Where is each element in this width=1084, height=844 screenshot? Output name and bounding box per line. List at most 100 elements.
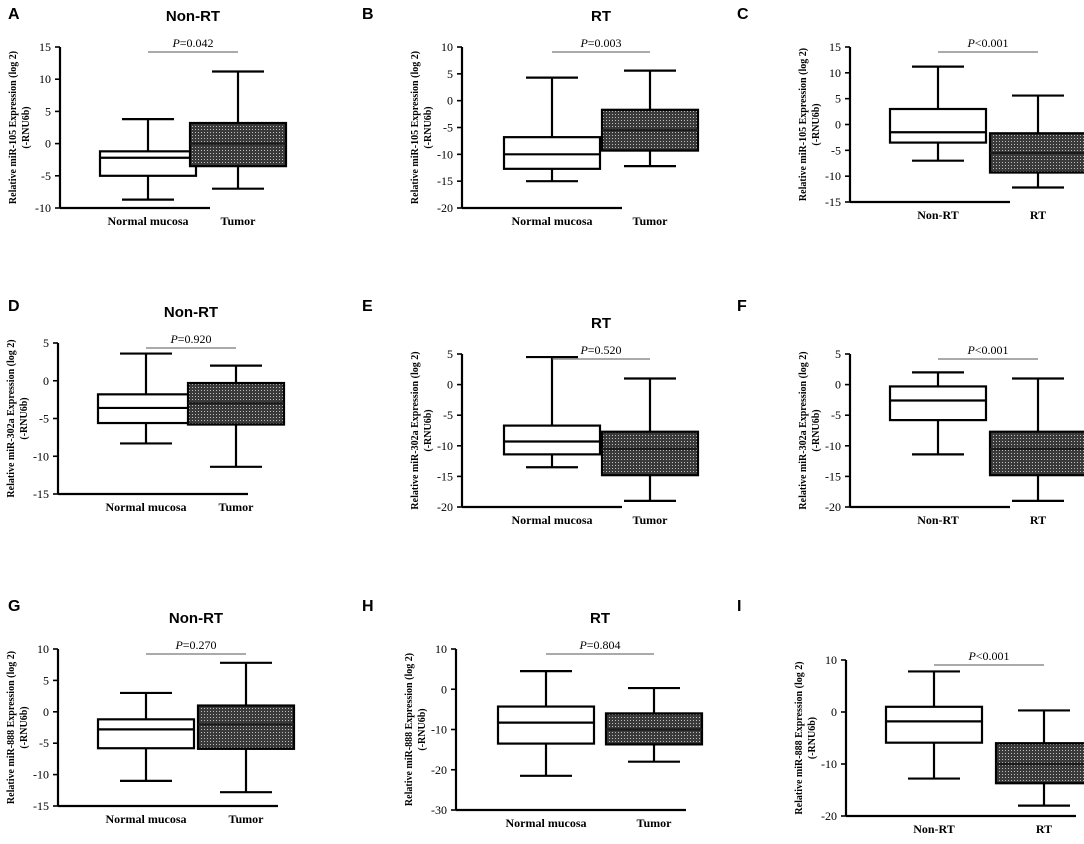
y-axis-sublabel: (-RNU6b) xyxy=(19,397,30,439)
y-tick-label: -5 xyxy=(39,736,49,750)
p-value-label: P=0.804 xyxy=(578,638,620,652)
y-tick-label: -20 xyxy=(431,763,447,777)
category-label: RT xyxy=(1030,208,1046,222)
box xyxy=(884,705,984,744)
y-tick-label: 10 xyxy=(39,72,51,86)
chart-title: RT xyxy=(590,610,610,627)
p-symbol: P xyxy=(579,36,588,50)
category-label: Normal mucosa xyxy=(506,816,587,830)
category-label: Normal mucosa xyxy=(108,214,189,228)
y-axis-sublabel: (-RNU6b) xyxy=(811,409,822,451)
panel-label: B xyxy=(362,6,374,23)
y-tick-label: 15 xyxy=(829,40,841,54)
p-symbol: P xyxy=(967,649,976,663)
panel-label: G xyxy=(8,598,21,615)
p-value-label: P<0.001 xyxy=(966,343,1008,357)
chart-panel-f: -20 -15 -10 -5 0 5 Relative miR-302a Expressio… xyxy=(798,343,1084,527)
y-tick-label: -20 xyxy=(825,500,841,514)
y-axis-label: Relative miR-888 Expression (log 2) xyxy=(6,651,17,804)
y-axis-sublabel: (-RNU6b) xyxy=(423,409,434,451)
y-tick-label: -10 xyxy=(35,201,51,215)
y-tick-label: -15 xyxy=(33,799,49,813)
y-axis-label: Relative miR-302a Expression (log 2) xyxy=(798,351,809,509)
panel-label: D xyxy=(8,298,20,315)
y-tick-label: -5 xyxy=(831,143,841,157)
y-tick-label: 5 xyxy=(447,67,453,81)
y-axis-sublabel: (-RNU6b) xyxy=(19,706,30,748)
category-label: Normal mucosa xyxy=(106,500,187,514)
y-tick-label: -10 xyxy=(825,439,841,453)
y-tick-label: -5 xyxy=(41,169,51,183)
chart-title: RT xyxy=(591,8,611,25)
y-axis-sublabel: (-RNU6b) xyxy=(21,106,32,148)
category-label: RT xyxy=(1036,822,1052,836)
p-value: =0.270 xyxy=(183,638,217,652)
p-value-label: P=0.003 xyxy=(579,36,621,50)
y-tick-label: -10 xyxy=(431,723,447,737)
y-tick-label: 10 xyxy=(37,642,49,656)
box xyxy=(196,704,296,750)
y-tick-label: 5 xyxy=(835,347,841,361)
p-symbol: P xyxy=(174,638,183,652)
y-tick-label: -15 xyxy=(437,469,453,483)
y-axis-label: Relative miR-105 Expression (log 2) xyxy=(410,51,421,204)
panel-label: F xyxy=(737,298,747,315)
chart-panel-d: -15 -10 -5 0 5 Relative miR-302a Expression (… xyxy=(6,304,286,514)
y-axis-sublabel: (-RNU6b) xyxy=(423,106,434,148)
y-axis-label: Relative miR-302a Expression (log 2) xyxy=(6,339,17,497)
category-label: Tumor xyxy=(221,214,257,228)
box xyxy=(888,385,988,422)
chart-panel-e: -20 -15 -10 -5 0 5 Relative miR-302a Expressio… xyxy=(410,315,700,527)
y-axis-label: Relative miR-302a Expression (log 2) xyxy=(410,351,421,509)
panel-label: C xyxy=(737,6,749,23)
p-value: =0.042 xyxy=(180,36,214,50)
y-tick-label: -10 xyxy=(825,169,841,183)
p-symbol: P xyxy=(578,638,587,652)
y-tick-label: -5 xyxy=(39,412,49,426)
y-tick-label: 10 xyxy=(441,40,453,54)
y-axis-sublabel: (-RNU6b) xyxy=(807,717,818,759)
y-tick-label: -5 xyxy=(443,408,453,422)
chart-title: RT xyxy=(591,315,611,332)
y-tick-label: -10 xyxy=(821,757,837,771)
chart-panel-a: -10 -5 0 5 10 15 Relative miR-105 Expression (… xyxy=(8,8,288,228)
category-label: Tumor xyxy=(637,816,673,830)
chart-panel-g: -15 -10 -5 0 5 10 Relative miR-888 Expression … xyxy=(6,610,296,826)
chart-panel-h: -30 -20 -10 0 10 Relative miR-888 Expression … xyxy=(404,610,704,830)
y-tick-label: -10 xyxy=(33,768,49,782)
y-tick-label: 0 xyxy=(831,705,837,719)
y-tick-label: 0 xyxy=(447,378,453,392)
p-value: <0.001 xyxy=(975,343,1009,357)
p-value-label: P=0.042 xyxy=(171,36,213,50)
p-value-label: P=0.270 xyxy=(174,638,216,652)
panel-label: H xyxy=(362,598,374,615)
category-label: RT xyxy=(1030,513,1046,527)
y-tick-label: 15 xyxy=(39,40,51,54)
y-tick-label: 5 xyxy=(43,673,49,687)
chart-panel-c: -15 -10 -5 0 5 10 15 Relative miR-105 Expressio… xyxy=(798,36,1084,222)
p-value-label: P=0.920 xyxy=(169,332,211,346)
y-tick-label: 10 xyxy=(435,642,447,656)
p-symbol: P xyxy=(169,332,178,346)
y-tick-label: -20 xyxy=(437,500,453,514)
category-label: Tumor xyxy=(229,812,265,826)
p-value-label: P<0.001 xyxy=(966,36,1008,50)
y-tick-label: -5 xyxy=(831,408,841,422)
p-symbol: P xyxy=(966,36,975,50)
p-value: <0.001 xyxy=(976,649,1010,663)
chart-title: Non-RT xyxy=(164,304,218,321)
y-tick-label: 5 xyxy=(447,347,453,361)
box xyxy=(96,718,196,750)
p-symbol: P xyxy=(966,343,975,357)
category-label: Normal mucosa xyxy=(512,513,593,527)
p-value-label: P<0.001 xyxy=(967,649,1009,663)
y-tick-label: 0 xyxy=(835,378,841,392)
category-label: Non-RT xyxy=(917,208,959,222)
y-tick-label: 0 xyxy=(835,118,841,132)
category-label: Tumor xyxy=(633,513,669,527)
y-tick-label: -15 xyxy=(825,195,841,209)
y-tick-label: -20 xyxy=(437,201,453,215)
y-axis-label: Relative miR-888 Expression (log 2) xyxy=(794,661,805,814)
y-axis-sublabel: (-RNU6b) xyxy=(811,103,822,145)
